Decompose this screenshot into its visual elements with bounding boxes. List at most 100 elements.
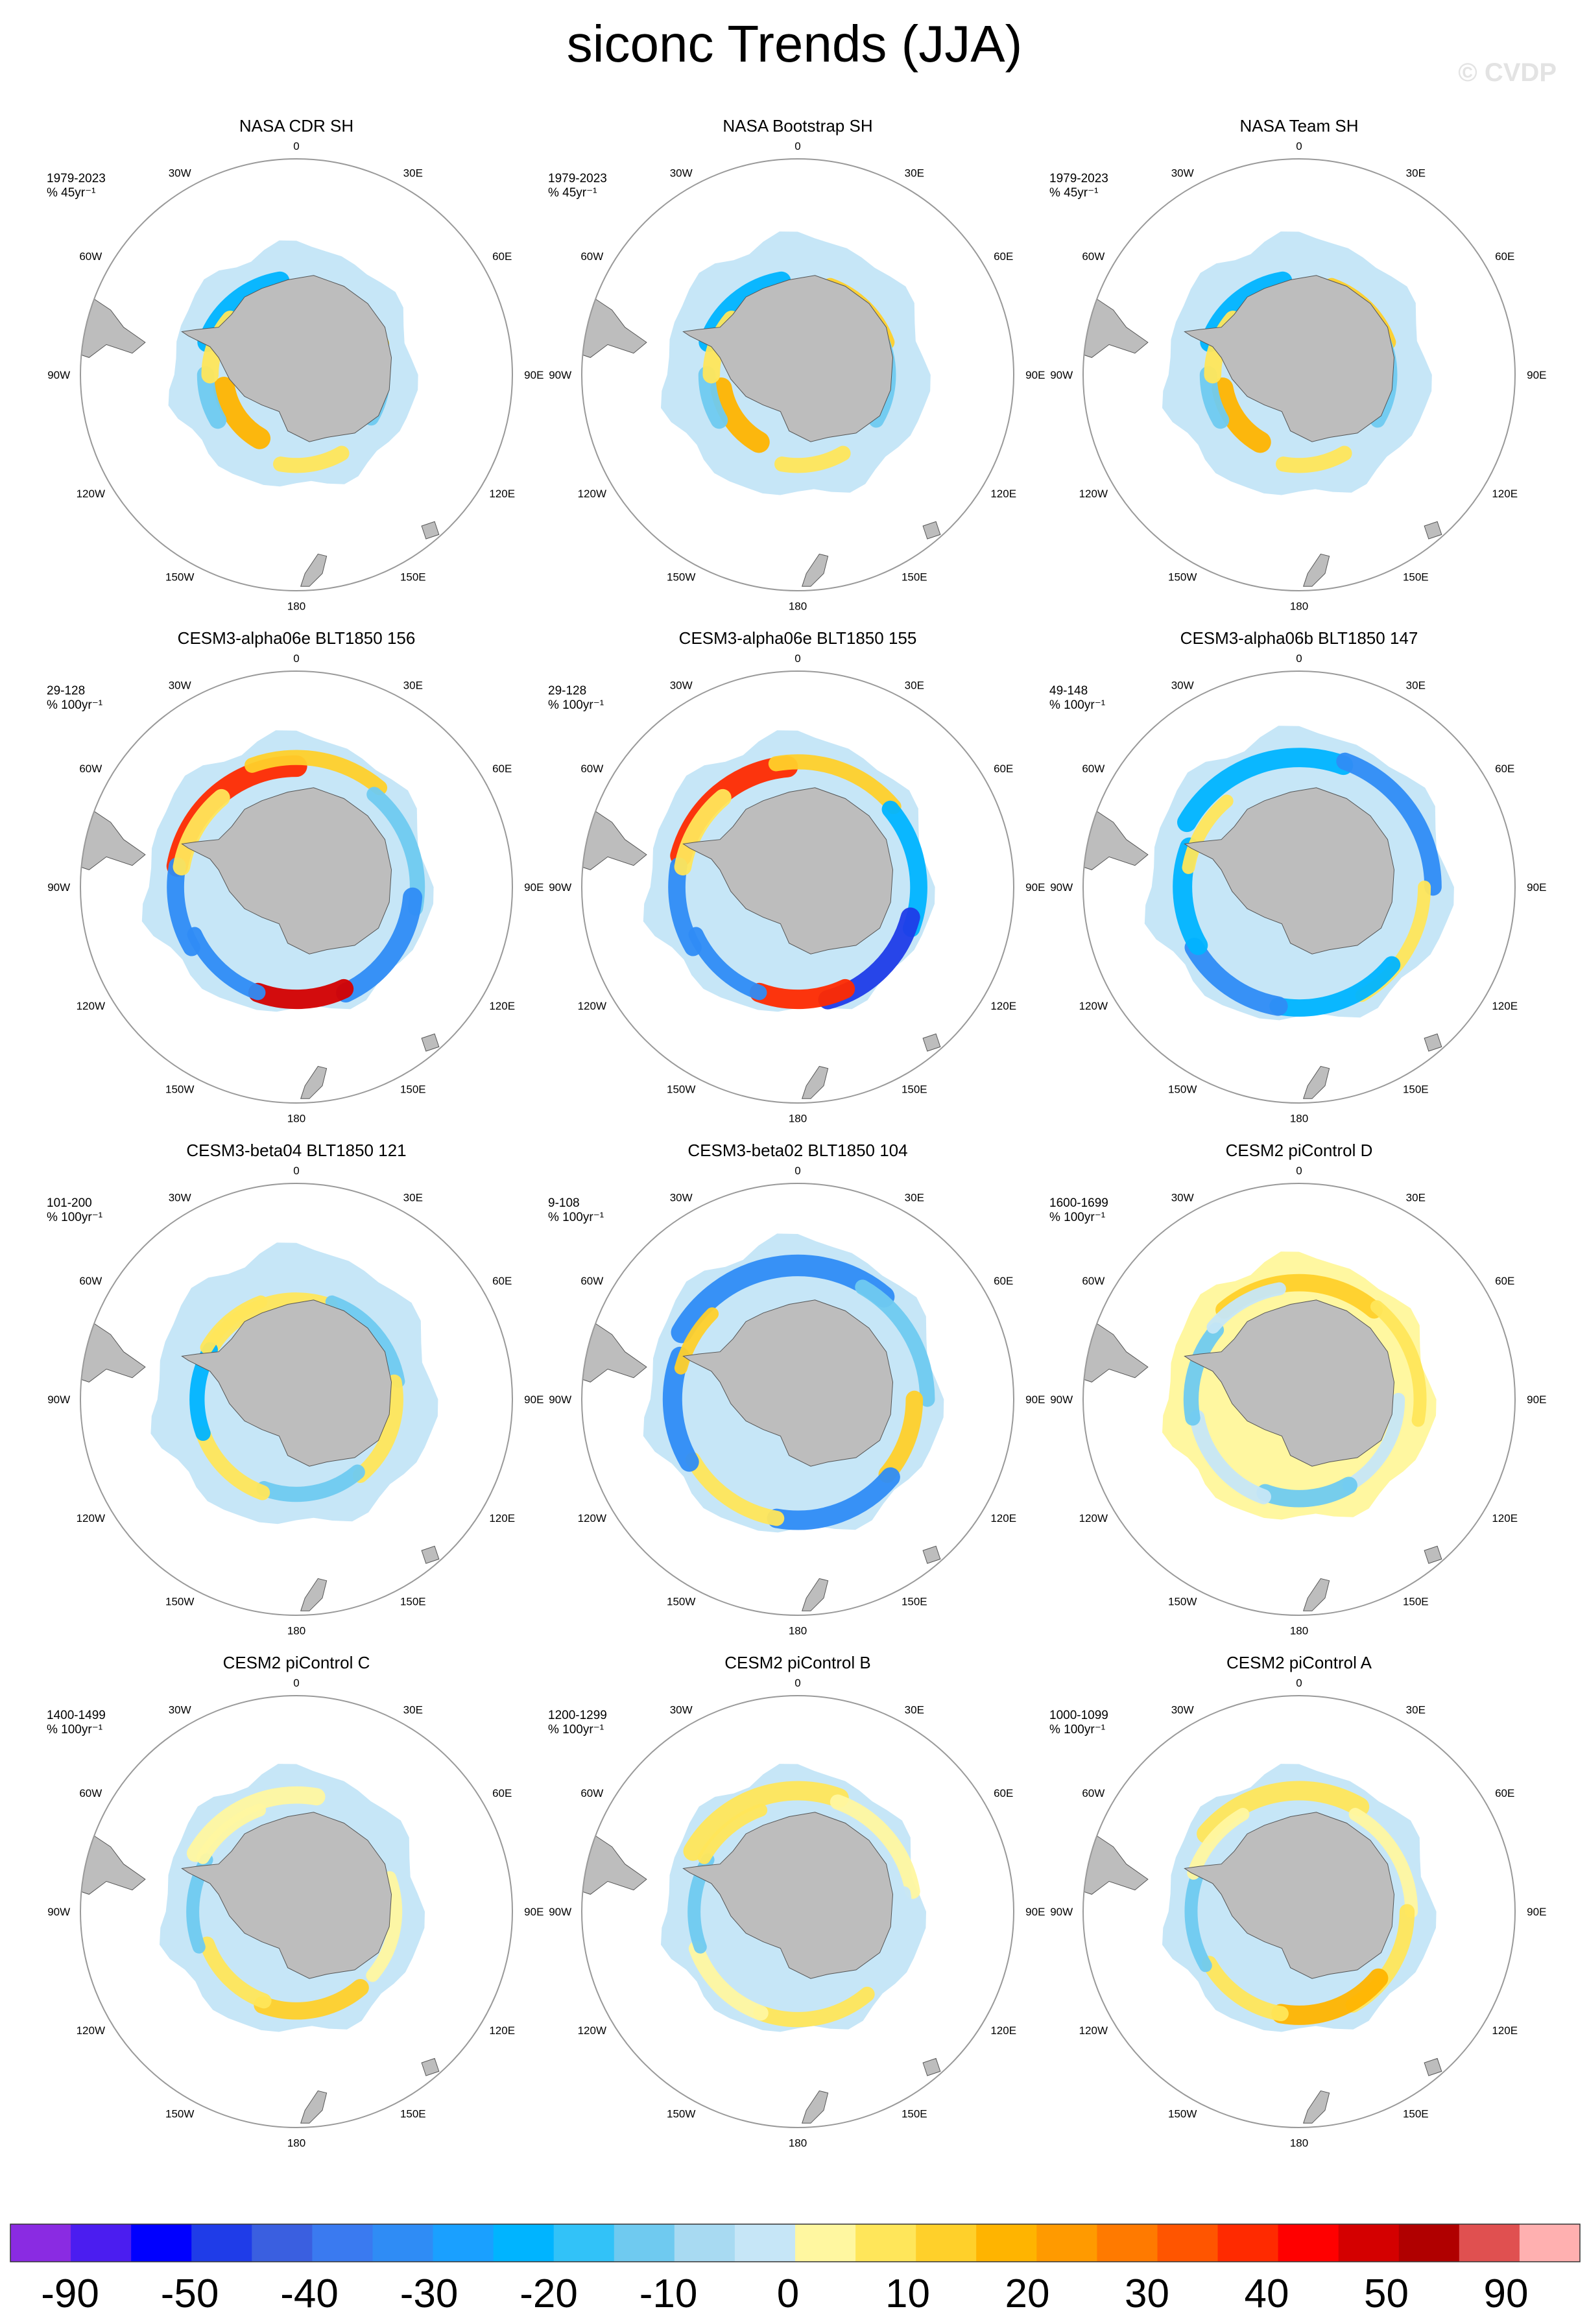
meridian-label: 120W xyxy=(1079,1000,1108,1012)
meridian-label: 0 xyxy=(293,652,299,665)
meridian-label: 30W xyxy=(670,1704,693,1716)
trend-band xyxy=(674,1307,719,1375)
meridian-label: 60W xyxy=(1082,763,1105,775)
antarctica-landmass xyxy=(682,1812,894,1979)
colorbar-swatch xyxy=(1519,2224,1581,2262)
south-america-landmass xyxy=(582,1316,647,1382)
map-panel: NASA CDR SH 1979-2023% 45yr⁻¹ 0 30E 60E 90E 12… xyxy=(47,116,544,612)
meridian-label: 60E xyxy=(492,763,512,775)
map-panel: CESM3-beta02 BLT1850 104 9-108% 100yr⁻¹ 0 3… xyxy=(548,1141,1045,1637)
trend-band xyxy=(1269,956,1401,1017)
meridian-label: 60W xyxy=(580,763,603,775)
colorbar-swatch xyxy=(1459,2224,1520,2262)
map-panel: NASA Bootstrap SH 1979-2023% 45yr⁻¹ 0 30E 60… xyxy=(548,116,1045,612)
panel-units: % 100yr⁻¹ xyxy=(548,698,604,712)
meridian-label: 150W xyxy=(165,571,194,584)
meridian-label: 30E xyxy=(905,1704,924,1716)
meridian-label: 60E xyxy=(492,250,512,263)
trend-band xyxy=(674,788,732,876)
meridian-label: 60E xyxy=(994,250,1013,263)
tasmania-landmass xyxy=(421,521,440,540)
map-panel: CESM3-alpha06b BLT1850 147 49-148% 100yr⁻… xyxy=(1049,628,1546,1124)
south-america-landmass xyxy=(1083,1829,1149,1895)
trend-band xyxy=(366,1871,403,1982)
panel-title: NASA Team SH xyxy=(1239,116,1358,136)
trend-band xyxy=(710,377,770,453)
map-panels: NASA CDR SH 1979-2023% 45yr⁻¹ 0 30E 60E 90E 12… xyxy=(47,116,1546,2149)
colorbar-label: -30 xyxy=(400,2271,459,2316)
panel-period: 1979-2023 xyxy=(1049,172,1108,185)
colorbar-swatch xyxy=(1338,2224,1400,2262)
trend-band xyxy=(187,927,266,1001)
antarctica-landmass xyxy=(1184,787,1395,954)
meridian-label: 180 xyxy=(1290,600,1308,612)
meridian-label: 30E xyxy=(1406,680,1426,692)
trend-band xyxy=(671,1254,895,1344)
south-america-landmass xyxy=(1083,804,1149,870)
meridian-label: 120E xyxy=(990,488,1016,500)
trend-band xyxy=(195,1425,270,1500)
panel-title: NASA CDR SH xyxy=(239,116,353,136)
trend-band xyxy=(668,857,702,956)
antarctica-landmass xyxy=(181,1812,392,1979)
meridian-label: 90W xyxy=(1050,369,1073,381)
colorbar-label: 90 xyxy=(1484,2271,1529,2316)
trend-band xyxy=(186,1786,326,1862)
trend-band xyxy=(774,445,851,473)
tasmania-landmass xyxy=(922,1545,941,1564)
panel-period: 1400-1499 xyxy=(47,1709,106,1722)
meridian-label: 90W xyxy=(549,1393,571,1406)
meridian-label: 0 xyxy=(794,652,800,665)
meridian-label: 30W xyxy=(1171,1192,1194,1204)
colorbar-label: 40 xyxy=(1245,2271,1289,2316)
meridian-label: 120W xyxy=(578,1000,606,1012)
meridian-label: 30E xyxy=(403,680,423,692)
panel-units: % 45yr⁻¹ xyxy=(1049,186,1099,200)
panel-units: % 100yr⁻¹ xyxy=(47,1211,102,1224)
panel-units: % 100yr⁻¹ xyxy=(1049,1211,1105,1224)
meridian-label: 90E xyxy=(1527,881,1546,894)
map-boundary xyxy=(581,1695,1014,2128)
meridian-label: 90W xyxy=(549,881,571,894)
trend-band xyxy=(1182,794,1234,874)
map-boundary xyxy=(80,1695,513,2128)
tasmania-landmass xyxy=(922,2057,941,2076)
meridian-label: 90W xyxy=(1050,1906,1073,1918)
panel-period: 101-200 xyxy=(47,1196,92,1210)
new-zealand-landmass xyxy=(300,1578,328,1611)
meridian-label: 120E xyxy=(1492,1000,1518,1012)
panel-period: 29-128 xyxy=(548,684,586,698)
meridian-label: 60W xyxy=(79,763,102,775)
south-america-landmass xyxy=(80,1829,146,1895)
meridian-label: 150E xyxy=(1403,2108,1429,2120)
colorbar-swatch xyxy=(1157,2224,1219,2262)
trend-band xyxy=(1206,1282,1286,1334)
colorbar-swatch xyxy=(372,2224,434,2262)
meridian-label: 30E xyxy=(1406,1704,1426,1716)
trend-band xyxy=(1370,1300,1427,1427)
meridian-label: 90E xyxy=(524,369,544,381)
trend-band xyxy=(199,1936,272,2009)
meridian-label: 60W xyxy=(1082,250,1105,263)
new-zealand-landmass xyxy=(802,1578,829,1611)
trend-band xyxy=(245,750,388,796)
colorbar-swatch xyxy=(252,2224,313,2262)
colorbar-swatch xyxy=(1278,2224,1339,2262)
meridian-label: 60E xyxy=(994,763,1013,775)
trend-band xyxy=(254,1978,369,2020)
colorbar-label: -10 xyxy=(639,2271,698,2316)
meridian-label: 60E xyxy=(994,1275,1013,1287)
trend-band xyxy=(1271,1968,1389,2025)
meridian-label: 90E xyxy=(1527,1393,1546,1406)
south-america-landmass xyxy=(582,292,647,358)
map-boundary xyxy=(1082,670,1516,1104)
new-zealand-landmass xyxy=(1303,1578,1330,1611)
meridian-label: 150E xyxy=(902,2108,927,2120)
new-zealand-landmass xyxy=(802,553,829,587)
meridian-label: 120W xyxy=(77,2024,105,2037)
trend-band xyxy=(196,1803,267,1864)
meridian-label: 60E xyxy=(492,1275,512,1287)
trend-band xyxy=(200,1295,268,1355)
trend-band xyxy=(1336,752,1442,896)
map-panel: CESM3-beta04 BLT1850 121 101-200% 100yr⁻¹… xyxy=(47,1141,544,1637)
